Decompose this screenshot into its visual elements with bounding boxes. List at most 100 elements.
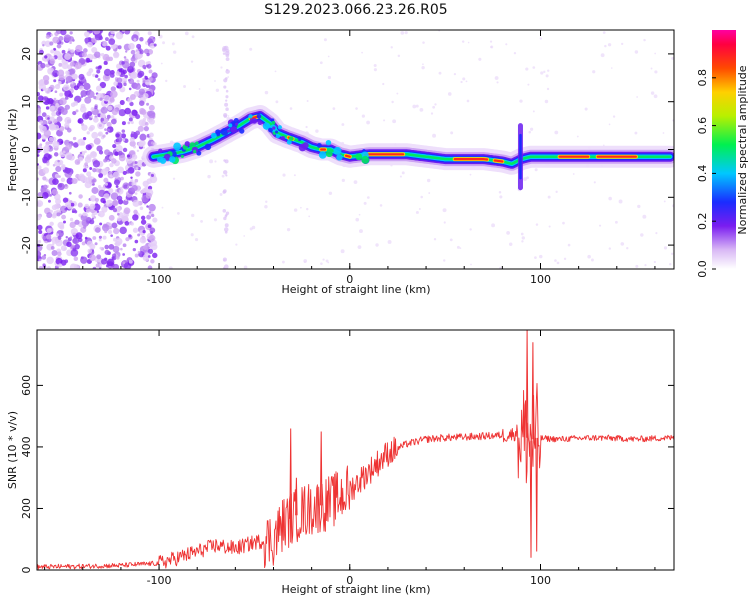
spectrogram-noise-blob	[60, 108, 68, 116]
spectrogram-noise-blob	[101, 224, 110, 232]
spectrogram-faint-blob	[584, 107, 588, 111]
spectrogram-faint-blob	[567, 243, 571, 247]
spectrogram-noise-blob	[94, 51, 101, 58]
spectrogram-faint-blob	[434, 103, 437, 106]
spectrogram-faint-blob	[358, 213, 361, 216]
spectrogram-noise-blob	[113, 227, 120, 235]
spectrogram-noise-blob	[94, 74, 99, 78]
spectrogram-noise-blob	[135, 171, 141, 177]
spectrogram-streak-blob	[225, 57, 230, 62]
spectrogram-noise-blob	[40, 62, 46, 69]
spectrogram-noise-blob	[108, 225, 112, 230]
spectrogram-noise-blob	[112, 207, 118, 213]
spectrogram-noise-blob	[153, 142, 157, 146]
spectrogram-noise-blob	[61, 62, 69, 70]
spectrogram-faint-blob	[173, 50, 177, 54]
spectrogram-noise-blob	[91, 131, 99, 139]
spectrogram-noise-blob	[49, 58, 56, 65]
spectrogram-faint-blob	[469, 228, 472, 231]
spectrogram-noise-blob	[44, 55, 48, 59]
spectrogram-faint-blob	[359, 229, 363, 234]
spectrogram-noise-blob	[128, 234, 132, 238]
spectrogram-noise-blob	[113, 51, 119, 58]
spectrogram-noise-blob	[133, 209, 138, 215]
spectrogram-noise-blob	[60, 177, 66, 183]
spectrogram-noise-blob	[92, 266, 97, 269]
spectrogram-faint-blob	[532, 110, 535, 113]
spectrogram-noise-blob	[67, 48, 71, 51]
spectrogram-noise-blob	[144, 122, 149, 126]
spectrogram-faint-blob	[505, 43, 508, 46]
spectrogram-faint-blob	[662, 132, 665, 134]
spectrogram-faint-blob	[162, 41, 166, 45]
spectrogram-faint-blob	[637, 204, 641, 209]
spectrogram-noise-blob	[99, 97, 103, 101]
spectrogram-noise-blob	[99, 222, 103, 226]
spectrogram-streak-blob	[223, 227, 229, 232]
spectrogram-noise-blob	[117, 166, 125, 174]
spectrogram-noise-blob	[45, 234, 52, 240]
spectrogram-faint-blob	[460, 80, 463, 84]
spectrogram-noise-blob	[64, 167, 71, 174]
spectrogram-noise-blob	[61, 49, 66, 54]
spectrogram-noise-blob	[120, 133, 127, 139]
spectrogram-streak-blob	[221, 47, 227, 53]
spectrogram-faint-blob	[430, 112, 434, 115]
spectrogram-noise-blob	[148, 211, 152, 214]
spectrogram-noise-blob	[64, 53, 72, 61]
spectrogram-ridge-blob	[271, 120, 276, 125]
spectrogram-noise-blob	[138, 49, 144, 55]
spectrogram-noise-blob	[123, 184, 128, 189]
spectrogram-faint-blob	[607, 43, 612, 47]
spectrogram-noise-blob	[83, 82, 91, 91]
spectrogram-noise-blob	[129, 140, 136, 147]
spectrogram-noise-blob	[147, 255, 151, 258]
spectrogram-noise-blob	[107, 159, 110, 163]
snr-y-tick-label: 0	[20, 567, 33, 574]
spectrogram-streak-blob	[224, 102, 229, 107]
spectrogram-noise-blob	[118, 154, 126, 162]
spectrogram-noise-blob	[135, 91, 139, 95]
spectrogram-noise-blob	[80, 175, 88, 183]
spectrogram-noise-blob	[64, 116, 72, 124]
spectrogram-noise-blob	[75, 109, 79, 113]
spectrogram-noise-blob	[61, 214, 66, 220]
spectrogram-faint-blob	[382, 82, 385, 86]
spectrogram-noise-blob	[105, 199, 113, 207]
spectrogram-noise-blob	[150, 259, 155, 264]
colorbar-tick-label: 0.6	[696, 117, 709, 135]
spectrogram-noise-blob	[42, 158, 47, 164]
spectrogram-streak-blob	[222, 190, 226, 194]
spectrogram-noise-blob	[137, 82, 140, 86]
spectrogram-ridge-blob	[333, 146, 342, 155]
spectrogram-x-tick-label: 100	[530, 273, 551, 286]
spectrogram-noise-blob	[150, 173, 154, 177]
spectrogram-streak-blob	[223, 216, 227, 221]
spectrogram-noise-blob	[127, 257, 131, 261]
spectrogram-faint-blob	[422, 41, 425, 44]
spectrogram-noise-blob	[81, 124, 88, 131]
spectrogram-noise-blob	[124, 221, 130, 226]
spectrogram-noise-blob	[124, 74, 128, 79]
spectrogram-noise-blob	[115, 144, 123, 153]
spectrogram-faint-blob	[305, 125, 308, 129]
spectrogram-noise-blob	[57, 236, 62, 240]
spectrogram-ridge-blob	[184, 141, 190, 147]
spectrogram-noise-blob	[42, 236, 47, 240]
spectrogram-noise-blob	[137, 250, 141, 254]
spectrogram-ridge-blob	[256, 113, 262, 119]
spectrogram-noise-blob	[65, 152, 73, 160]
spectrogram-noise-blob	[69, 31, 73, 35]
spectrogram-noise-blob	[120, 77, 128, 85]
spectrogram-faint-blob	[554, 259, 557, 262]
spectrogram-noise-blob	[92, 160, 101, 168]
spectrogram-noise-blob	[145, 61, 149, 65]
spectrogram-ridge-blob	[196, 150, 202, 156]
spectrogram-noise-blob	[112, 245, 120, 253]
spectrogram-noise-blob	[66, 241, 72, 248]
colorbar-tick-label: 0.4	[696, 165, 709, 183]
spectrogram-noise-blob	[142, 245, 148, 250]
spectrogram-faint-blob	[355, 107, 358, 110]
spectrogram-noise-blob	[43, 129, 52, 138]
spectrogram-noise-blob	[98, 235, 102, 239]
